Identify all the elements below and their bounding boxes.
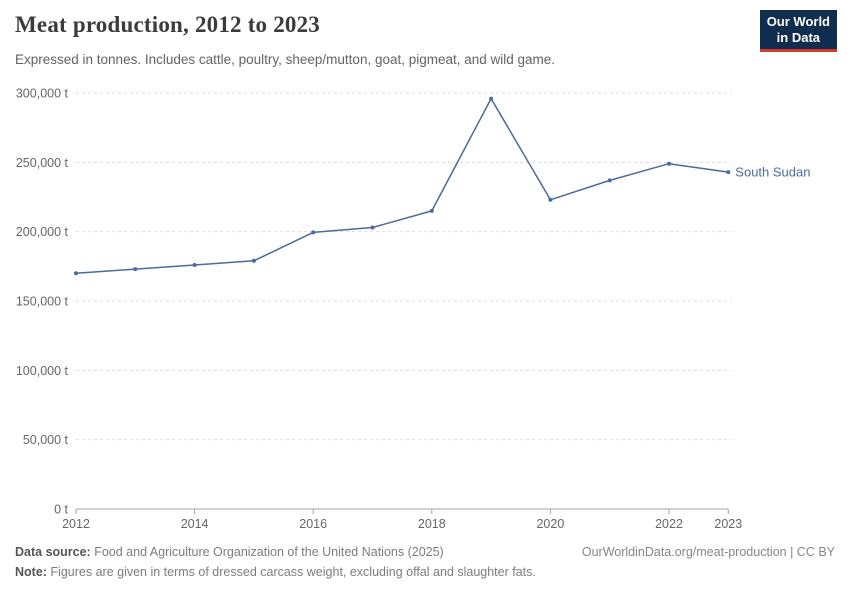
series-line[interactable] xyxy=(75,97,729,275)
x-axis-tick-label: 2018 xyxy=(418,517,446,531)
data-point[interactable] xyxy=(133,267,138,272)
x-axis-tick-label: 2016 xyxy=(299,517,327,531)
y-axis-tick-label: 50,000 t xyxy=(23,433,69,447)
data-source-value: Food and Agriculture Organization of the… xyxy=(90,545,444,559)
data-point[interactable] xyxy=(607,178,612,183)
data-point[interactable] xyxy=(726,170,731,175)
x-axis-tick-label: 2014 xyxy=(181,517,209,531)
x-axis-tick-label: 2012 xyxy=(62,517,90,531)
note-label: Note: xyxy=(15,565,47,579)
owid-logo-line2: in Data xyxy=(776,30,821,45)
x-axis-tick-label: 2020 xyxy=(536,517,564,531)
entity-label[interactable]: South Sudan xyxy=(735,165,810,180)
x-axis-tick-label: 2022 xyxy=(655,517,683,531)
y-axis-tick-label: 300,000 t xyxy=(16,87,69,101)
y-axis-tick-label: 250,000 t xyxy=(16,156,69,170)
owid-logo[interactable]: Our World in Data xyxy=(759,10,837,52)
y-axis-tick-label: 0 t xyxy=(54,503,68,517)
page-title: Meat production, 2012 to 2023 xyxy=(15,12,321,37)
data-point[interactable] xyxy=(667,161,671,166)
note-value: Figures are given in terms of dressed ca… xyxy=(46,565,536,579)
y-axis-tick-label: 150,000 t xyxy=(16,295,69,309)
line-chart-canvas: 0 t 50,000 t 100,000 t 150,000 t 200,000 t 25… xyxy=(16,87,811,531)
data-source-label: Data source: xyxy=(15,545,91,559)
data-point[interactable] xyxy=(311,230,316,235)
y-axis-tick-label: 100,000 t xyxy=(16,364,69,378)
chart-footer: Data source: Food and Agriculture Organi… xyxy=(15,542,835,582)
data-point[interactable] xyxy=(489,96,494,101)
chart-subtitle: Expressed in tonnes. Includes cattle, po… xyxy=(15,52,556,67)
data-point[interactable] xyxy=(429,208,434,213)
data-point[interactable] xyxy=(548,197,553,202)
license-link[interactable]: OurWorldinData.org/meat-production | CC … xyxy=(581,545,835,559)
x-axis-tick-label: 2023 xyxy=(714,517,742,531)
data-point[interactable] xyxy=(251,258,256,263)
data-point[interactable] xyxy=(370,225,375,230)
data-point[interactable] xyxy=(74,271,78,276)
y-axis-tick-label: 200,000 t xyxy=(16,225,69,239)
note-line: Note: Figures are given in terms of dres… xyxy=(15,565,536,579)
data-source-line: Data source: Food and Agriculture Organi… xyxy=(15,542,444,562)
data-point[interactable] xyxy=(192,263,197,267)
owid-logo-line1: Our World xyxy=(766,14,830,29)
